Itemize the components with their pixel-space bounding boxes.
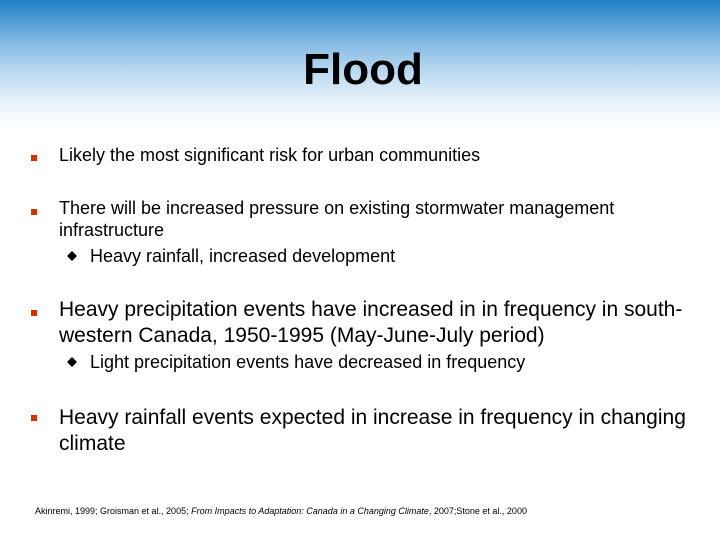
bullet-text-3: Heavy precipitation events have increase… bbox=[59, 298, 683, 347]
footnote-italic-title: From Impacts to Adaptation: Canada in a … bbox=[191, 506, 429, 516]
header-gradient-band bbox=[0, 0, 720, 125]
bullet-text-1: Likely the most significant risk for urb… bbox=[59, 145, 481, 165]
diamond-bullet-icon bbox=[67, 357, 77, 367]
citation-footnote: Akinremi, 1999; Groisman et al., 2005; F… bbox=[35, 505, 715, 517]
sub-bullet-text-2: Heavy rainfall, increased development bbox=[90, 246, 396, 266]
square-bullet-icon bbox=[31, 310, 37, 316]
square-bullet-icon bbox=[31, 415, 37, 421]
footnote-part-1: Akinremi, 1999; Groisman et al., 2005; bbox=[35, 506, 192, 516]
square-bullet-icon bbox=[31, 155, 37, 161]
square-bullet-icon bbox=[31, 209, 37, 215]
bullet-text-4: Heavy rainfall events expected in increa… bbox=[59, 406, 686, 455]
diamond-bullet-icon bbox=[67, 251, 77, 261]
sub-bullet-text-3: Light precipitation events have decrease… bbox=[90, 352, 526, 372]
footnote-part-2: , 2007;Stone et al., 2000 bbox=[428, 506, 527, 516]
slide-title: Flood bbox=[303, 45, 423, 94]
bullet-text-2: There will be increased pressure on exis… bbox=[59, 198, 615, 240]
